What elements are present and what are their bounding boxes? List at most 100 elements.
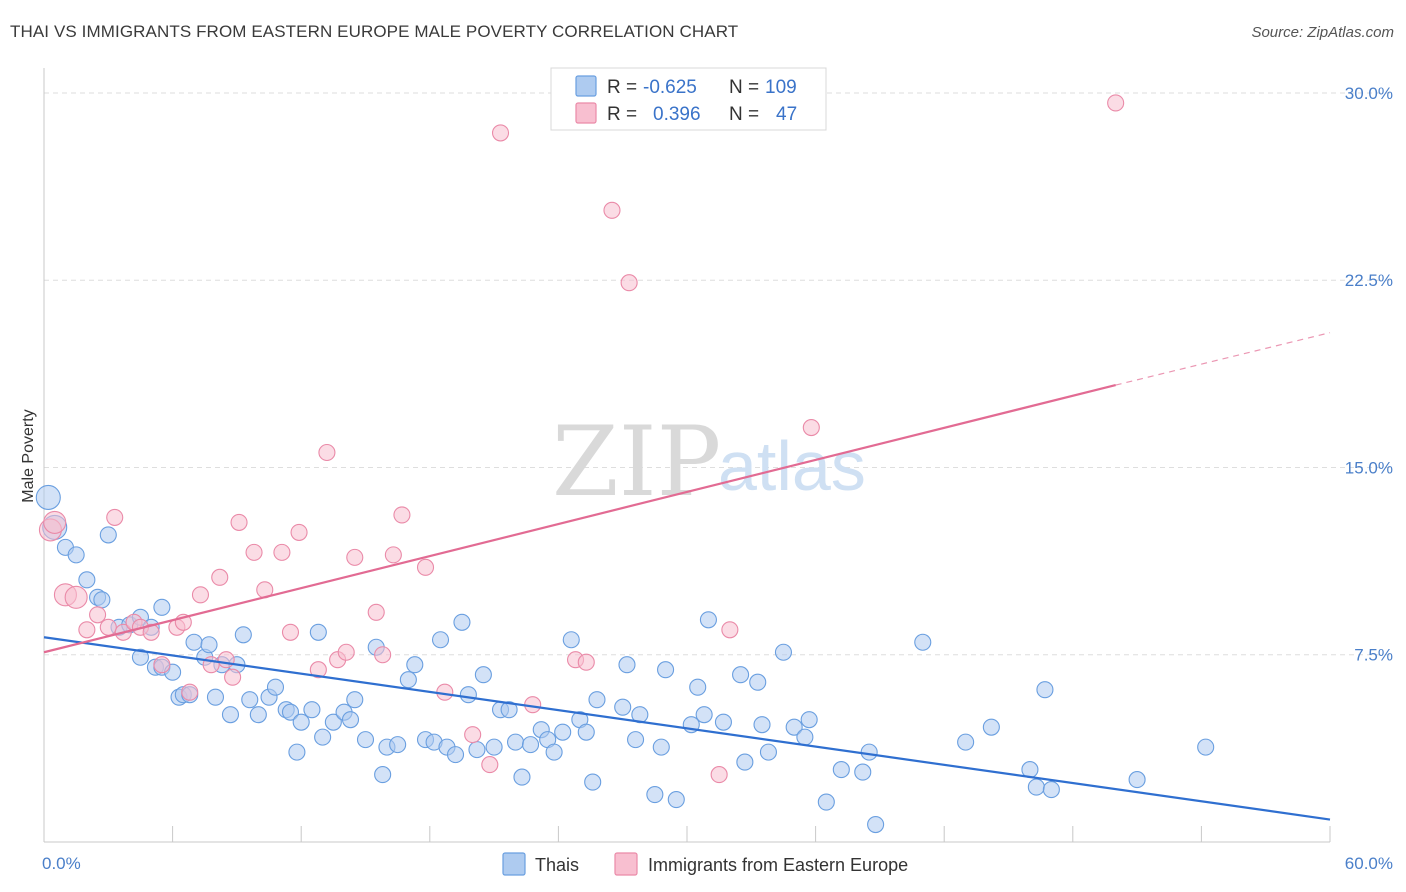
legend-n-label-thais: N = bbox=[729, 77, 759, 98]
y-tick-label: 30.0% bbox=[1345, 84, 1393, 103]
thais-point bbox=[35, 484, 61, 510]
thais-point bbox=[234, 626, 252, 644]
thais-point bbox=[753, 716, 771, 734]
thais-point bbox=[266, 678, 285, 696]
y-tick-label: 22.5% bbox=[1345, 271, 1393, 290]
thais-point bbox=[817, 793, 835, 811]
thais-point bbox=[221, 706, 240, 724]
thais-point bbox=[618, 656, 636, 674]
imm-point bbox=[224, 668, 242, 686]
imm-point bbox=[290, 523, 308, 541]
imm-point bbox=[384, 546, 402, 564]
thais-point bbox=[131, 648, 149, 666]
trend-lines bbox=[43, 332, 1331, 821]
thais-point bbox=[860, 743, 878, 761]
imm-trend-line bbox=[43, 384, 1116, 654]
thais-point bbox=[657, 661, 675, 679]
y-tick-labels: 7.5% 15.0% 22.5% 30.0% bbox=[1345, 84, 1393, 665]
thais-point bbox=[1036, 681, 1054, 699]
x-tick-label-min: 0.0% bbox=[42, 854, 81, 873]
thais-point bbox=[785, 718, 803, 736]
thais-point bbox=[667, 791, 685, 809]
imm-point bbox=[620, 274, 638, 292]
imm-point bbox=[217, 651, 235, 669]
thais-point bbox=[153, 598, 171, 616]
thais-point bbox=[513, 768, 531, 786]
legend-n-label-imm: N = bbox=[729, 104, 759, 125]
thais-point bbox=[241, 691, 259, 709]
thais-point bbox=[854, 763, 872, 781]
imm-point bbox=[64, 585, 88, 609]
x-tick-marks bbox=[43, 826, 1331, 842]
imm-point bbox=[89, 606, 107, 624]
thais-point bbox=[185, 633, 203, 651]
bottom-legend-label-thais: Thais bbox=[535, 855, 579, 875]
bottom-legend: Thais Immigrants from Eastern Europe bbox=[502, 852, 908, 876]
thais-point bbox=[93, 591, 111, 609]
imm-point bbox=[1107, 94, 1125, 112]
bottom-legend-swatch-imm bbox=[614, 852, 638, 876]
thais-point bbox=[914, 633, 932, 651]
thais-point bbox=[588, 691, 606, 709]
imm-point bbox=[393, 506, 411, 524]
thais-point bbox=[695, 706, 713, 724]
imm-point bbox=[346, 548, 364, 566]
thais-point bbox=[78, 571, 96, 589]
legend-n-value-thais: 109 bbox=[765, 77, 797, 98]
thais-point bbox=[356, 731, 375, 749]
thais-point bbox=[1197, 738, 1215, 756]
imm-point bbox=[281, 623, 300, 641]
thais-point bbox=[736, 753, 754, 771]
watermark-zip: ZIP bbox=[552, 406, 721, 518]
thais-point bbox=[453, 613, 471, 631]
thais-point bbox=[324, 713, 342, 731]
imm-point bbox=[710, 766, 728, 784]
thais-point bbox=[1042, 781, 1060, 799]
thais-point bbox=[389, 736, 407, 754]
thais-point bbox=[732, 666, 750, 684]
thais-point bbox=[699, 611, 717, 629]
imm-point bbox=[416, 558, 435, 576]
imm-point bbox=[802, 418, 820, 437]
x-tick-label-max: 60.0% bbox=[1345, 854, 1393, 873]
thais-point bbox=[99, 526, 117, 544]
bottom-legend-swatch-thais bbox=[502, 852, 526, 876]
thais-point bbox=[577, 723, 595, 741]
y-tick-label: 7.5% bbox=[1354, 646, 1393, 665]
thais-point bbox=[431, 631, 450, 649]
thais-point bbox=[1128, 771, 1146, 789]
legend-r-label-thais: R = bbox=[607, 77, 637, 98]
thais-point bbox=[545, 743, 563, 761]
thais-point bbox=[474, 666, 492, 684]
thais-point bbox=[521, 736, 540, 754]
thais-point bbox=[646, 786, 664, 804]
thais-point bbox=[506, 733, 525, 751]
thais-point bbox=[303, 701, 321, 719]
bottom-legend-label-imm: Immigrants from Eastern Europe bbox=[648, 855, 908, 875]
legend-r-label-imm: R = bbox=[607, 104, 637, 125]
imm-point bbox=[318, 443, 336, 462]
thais-point bbox=[67, 546, 85, 564]
legend-box bbox=[550, 67, 827, 131]
imm-point bbox=[337, 643, 355, 661]
thais-point bbox=[206, 688, 225, 706]
imm-point bbox=[309, 661, 327, 679]
legend-n-value-imm: 47 bbox=[776, 104, 797, 125]
legend-swatch-thais bbox=[575, 75, 597, 97]
thais-point bbox=[759, 743, 777, 761]
thais-point bbox=[249, 706, 267, 724]
thais-point bbox=[288, 743, 306, 761]
imm-point bbox=[273, 543, 291, 561]
thais-point bbox=[1027, 778, 1045, 796]
legend-swatch-imm bbox=[575, 102, 597, 124]
imm-point bbox=[181, 683, 199, 701]
thais-point bbox=[485, 738, 503, 756]
thais-trend-line bbox=[43, 636, 1331, 821]
imm-point bbox=[481, 756, 499, 774]
chart-title: THAI VS IMMIGRANTS FROM EASTERN EUROPE M… bbox=[10, 22, 739, 41]
thais-point bbox=[399, 671, 417, 689]
imm-point bbox=[577, 653, 595, 671]
imm-point bbox=[230, 513, 248, 531]
thais-point bbox=[982, 718, 1000, 736]
